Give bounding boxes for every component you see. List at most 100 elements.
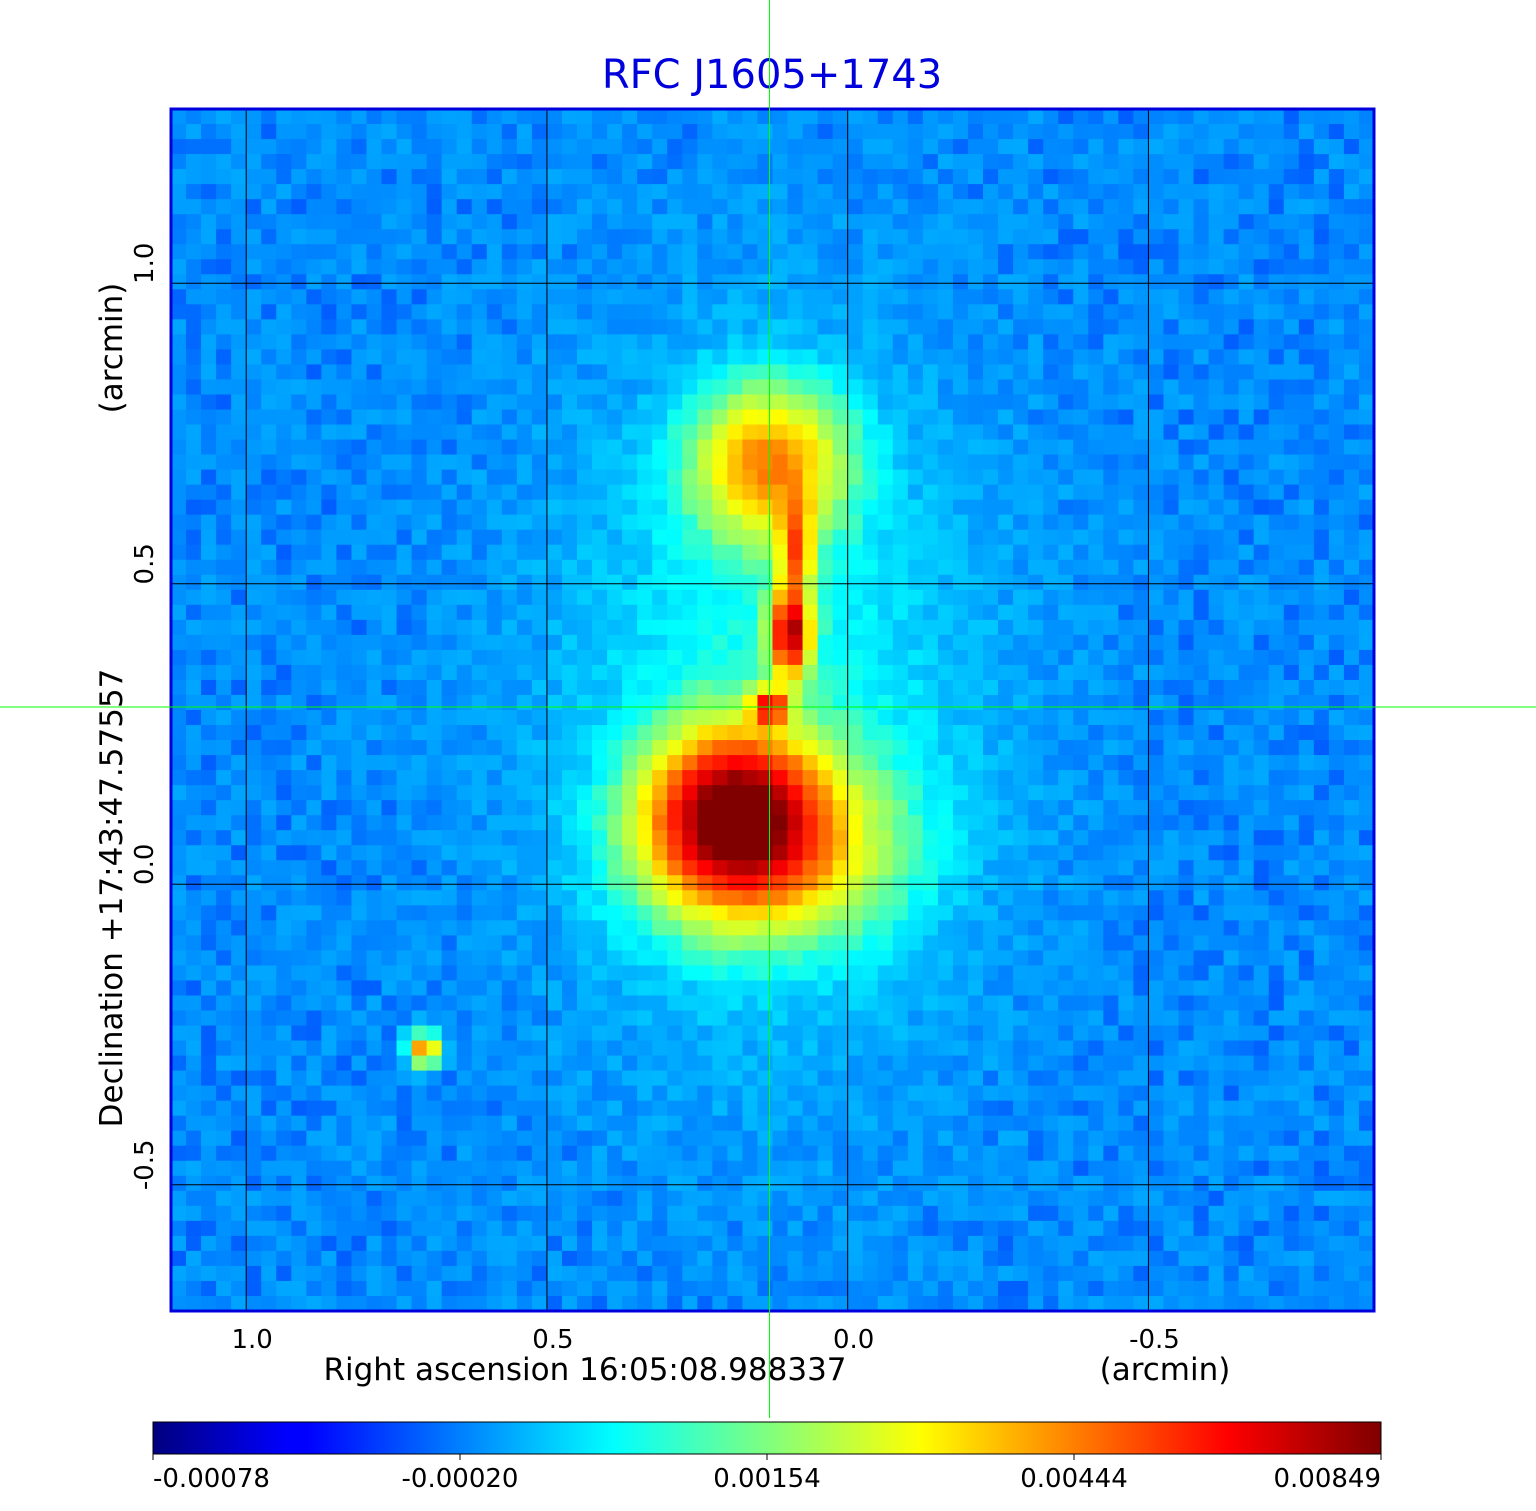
heatmap-cell — [697, 379, 713, 396]
heatmap-cell — [847, 785, 864, 801]
heatmap-cell — [1013, 574, 1029, 591]
heatmap-cell — [531, 214, 548, 230]
heatmap-cell — [411, 349, 428, 366]
heatmap-cell — [1058, 679, 1074, 696]
heatmap-cell — [531, 439, 548, 456]
heatmap-cell — [171, 574, 187, 591]
heatmap-cell — [952, 319, 969, 335]
heatmap-cell — [261, 514, 277, 531]
heatmap-cell — [1343, 800, 1360, 816]
heatmap-cell — [546, 244, 563, 260]
heatmap-cell — [216, 725, 232, 741]
heatmap-cell — [471, 935, 488, 952]
heatmap-cell — [351, 244, 368, 260]
heatmap-cell — [847, 679, 864, 696]
heatmap-cell — [1253, 184, 1270, 200]
heatmap-cell — [742, 589, 759, 606]
heatmap-cell — [426, 800, 443, 816]
heatmap-cell — [1253, 574, 1270, 591]
heatmap-cell — [1043, 800, 1059, 816]
heatmap-cell — [1163, 259, 1180, 275]
heatmap-cell — [516, 199, 533, 215]
heatmap-cell — [426, 830, 443, 846]
heatmap-cell — [1103, 424, 1119, 441]
heatmap-cell — [201, 349, 217, 366]
heatmap-cell — [802, 364, 819, 381]
heatmap-cell — [231, 109, 247, 125]
heatmap-cell — [456, 935, 473, 952]
heatmap-cell — [1238, 259, 1255, 275]
heatmap-cell — [411, 559, 428, 576]
heatmap-cell — [742, 755, 759, 771]
heatmap-cell — [1358, 845, 1374, 861]
heatmap-cell — [652, 424, 668, 441]
heatmap-cell — [546, 109, 563, 125]
heatmap-cell — [561, 815, 578, 831]
heatmap-cell — [336, 649, 353, 666]
heatmap-cell — [1148, 905, 1165, 921]
heatmap-cell — [171, 830, 187, 846]
heatmap-cell — [577, 544, 593, 561]
heatmap-cell — [907, 139, 924, 155]
heatmap-cell — [577, 349, 593, 366]
heatmap-cell — [1283, 950, 1300, 967]
heatmap-cell — [366, 484, 383, 501]
heatmap-cell — [1103, 770, 1119, 786]
heatmap-cell — [1343, 319, 1360, 335]
heatmap-cell — [306, 439, 322, 456]
heatmap-cell — [862, 154, 879, 170]
heatmap-cell — [1028, 1010, 1044, 1027]
heatmap-cell — [171, 244, 187, 260]
heatmap-cell — [231, 634, 247, 651]
heatmap-cell — [351, 980, 368, 997]
heatmap-cell — [561, 679, 578, 696]
heatmap-cell — [847, 499, 864, 516]
heatmap-cell — [171, 694, 187, 711]
heatmap-cell — [1028, 334, 1044, 351]
heatmap-cell — [351, 154, 368, 170]
heatmap-cell — [712, 830, 728, 846]
heatmap-cell — [592, 334, 608, 351]
heatmap-cell — [817, 619, 834, 636]
heatmap-cell — [1328, 800, 1345, 816]
heatmap-cell — [667, 289, 683, 305]
heatmap-cell — [892, 574, 909, 591]
heatmap-cell — [667, 694, 683, 711]
heatmap-cell — [967, 965, 984, 982]
heatmap-cell — [516, 244, 533, 260]
heatmap-cell — [1298, 169, 1315, 185]
heatmap-cell — [186, 484, 202, 501]
heatmap-cell — [531, 559, 548, 576]
heatmap-cell — [877, 815, 894, 831]
heatmap-cell — [757, 860, 774, 876]
heatmap-cell — [862, 995, 879, 1012]
heatmap-cell — [216, 710, 232, 726]
heatmap-cell — [757, 1025, 774, 1042]
heatmap-cell — [907, 875, 924, 891]
heatmap-cell — [1118, 139, 1134, 155]
heatmap-cell — [667, 980, 683, 997]
heatmap-cell — [1283, 679, 1300, 696]
heatmap-cell — [546, 1040, 563, 1057]
heatmap-cell — [501, 589, 518, 606]
heatmap-cell — [1223, 1025, 1240, 1042]
heatmap-cell — [486, 109, 503, 125]
heatmap-cell — [1298, 244, 1315, 260]
heatmap-cell — [1178, 830, 1195, 846]
heatmap-cell — [1073, 649, 1089, 666]
heatmap-cell — [937, 244, 954, 260]
heatmap-cell — [246, 544, 262, 561]
heatmap-cell — [742, 214, 759, 230]
heatmap-cell — [983, 184, 999, 200]
heatmap-cell — [877, 950, 894, 967]
heatmap-cell — [441, 469, 458, 486]
heatmap-cell — [712, 214, 728, 230]
heatmap-cell — [1343, 950, 1360, 967]
heatmap-cell — [471, 334, 488, 351]
heatmap-cell — [501, 139, 518, 155]
heatmap-cell — [1133, 965, 1150, 982]
heatmap-cell — [712, 815, 728, 831]
heatmap-cell — [261, 559, 277, 576]
heatmap-cell — [426, 364, 443, 381]
heatmap-cell — [652, 905, 668, 921]
